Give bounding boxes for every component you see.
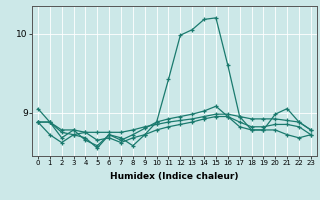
X-axis label: Humidex (Indice chaleur): Humidex (Indice chaleur) — [110, 172, 239, 181]
